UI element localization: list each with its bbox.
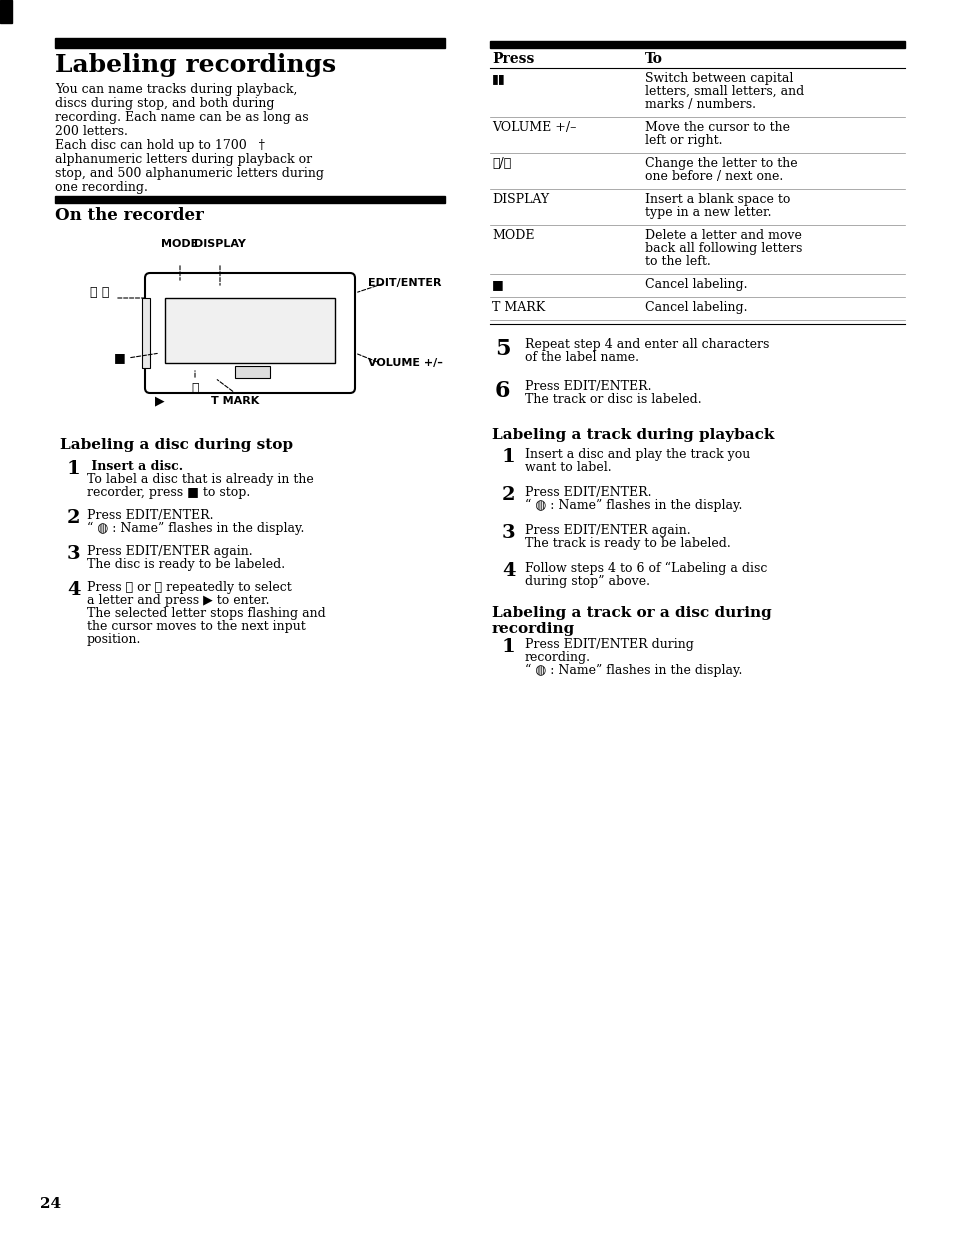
Text: ■: ■ — [114, 351, 126, 365]
Text: Press EDIT/ENTER again.: Press EDIT/ENTER again. — [524, 524, 690, 538]
Text: You can name tracks during playback,: You can name tracks during playback, — [55, 83, 297, 96]
Text: to the left.: to the left. — [644, 255, 710, 268]
Text: 6: 6 — [495, 380, 510, 402]
Text: one before / next one.: one before / next one. — [644, 170, 782, 182]
Text: letters, small letters, and: letters, small letters, and — [644, 85, 803, 97]
Text: 2: 2 — [501, 486, 515, 504]
Text: Labeling a disc during stop: Labeling a disc during stop — [60, 438, 293, 453]
Text: back all following letters: back all following letters — [644, 242, 801, 255]
Text: 2: 2 — [67, 509, 80, 526]
Text: VOLUME +/–: VOLUME +/– — [367, 358, 442, 367]
Text: stop, and 500 alphanumeric letters during: stop, and 500 alphanumeric letters durin… — [55, 166, 324, 180]
Text: Repeat step 4 and enter all characters: Repeat step 4 and enter all characters — [524, 338, 768, 351]
Text: ⏸: ⏸ — [191, 381, 198, 395]
Text: The disc is ready to be labeled.: The disc is ready to be labeled. — [87, 559, 285, 571]
Text: Press EDIT/ENTER.: Press EDIT/ENTER. — [524, 486, 651, 499]
Text: during stop” above.: during stop” above. — [524, 575, 649, 588]
Text: ▮▮: ▮▮ — [492, 72, 505, 85]
Text: EDIT/ENTER: EDIT/ENTER — [368, 277, 441, 289]
Text: Each disc can hold up to 1700   †: Each disc can hold up to 1700 † — [55, 139, 265, 152]
Text: MODE: MODE — [492, 229, 534, 242]
Text: MODE: MODE — [161, 239, 198, 249]
Text: Follow steps 4 to 6 of “Labeling a disc: Follow steps 4 to 6 of “Labeling a disc — [524, 562, 766, 576]
Text: DISPLAY: DISPLAY — [193, 239, 246, 249]
Bar — [0, 0, 12, 23]
Text: Delete a letter and move: Delete a letter and move — [644, 229, 801, 242]
Text: Insert a blank space to: Insert a blank space to — [644, 194, 789, 206]
Text: marks / numbers.: marks / numbers. — [644, 97, 755, 111]
Text: Switch between capital: Switch between capital — [644, 72, 793, 85]
Text: Press EDIT/ENTER.: Press EDIT/ENTER. — [87, 509, 213, 522]
Text: Press EDIT/ENTER.: Press EDIT/ENTER. — [524, 380, 651, 393]
Text: Cancel labeling.: Cancel labeling. — [644, 301, 747, 314]
Text: “ ◍ : Name” flashes in the display.: “ ◍ : Name” flashes in the display. — [524, 665, 741, 677]
Text: a letter and press ▶ to enter.: a letter and press ▶ to enter. — [87, 594, 269, 607]
Text: T MARK: T MARK — [211, 396, 259, 406]
Text: position.: position. — [87, 633, 141, 646]
Text: ⏮ ⏭: ⏮ ⏭ — [91, 286, 110, 300]
Text: want to label.: want to label. — [524, 461, 611, 473]
Text: ⏮/⏭: ⏮/⏭ — [492, 157, 511, 170]
Bar — [490, 41, 904, 48]
Bar — [234, 366, 270, 379]
Text: alphanumeric letters during playback or: alphanumeric letters during playback or — [55, 153, 312, 166]
Text: Insert a disc.: Insert a disc. — [87, 460, 183, 473]
Text: Move the cursor to the: Move the cursor to the — [644, 121, 789, 134]
Text: 3: 3 — [501, 524, 515, 543]
Text: ■: ■ — [492, 277, 503, 291]
Text: Labeling recordings: Labeling recordings — [55, 53, 335, 76]
Text: VOLUME +/–: VOLUME +/– — [492, 121, 576, 134]
Text: recording. Each name can be as long as: recording. Each name can be as long as — [55, 111, 309, 125]
Text: On the recorder: On the recorder — [55, 207, 204, 224]
Text: Press ⏮ or ⏭ repeatedly to select: Press ⏮ or ⏭ repeatedly to select — [87, 581, 292, 594]
Text: DISPLAY: DISPLAY — [492, 194, 549, 206]
Text: recording.: recording. — [524, 651, 590, 665]
Text: The selected letter stops flashing and: The selected letter stops flashing and — [87, 607, 325, 620]
Text: 4: 4 — [67, 581, 80, 599]
Text: Press EDIT/ENTER again.: Press EDIT/ENTER again. — [87, 545, 253, 559]
Text: 3: 3 — [67, 545, 81, 563]
Text: To: To — [644, 52, 662, 67]
Text: type in a new letter.: type in a new letter. — [644, 206, 771, 219]
Text: 200 letters.: 200 letters. — [55, 125, 128, 138]
Text: Cancel labeling.: Cancel labeling. — [644, 277, 747, 291]
Text: ▶: ▶ — [155, 395, 165, 407]
Bar — [165, 298, 335, 363]
Bar — [55, 196, 444, 203]
Text: left or right.: left or right. — [644, 134, 721, 147]
Text: recorder, press ■ to stop.: recorder, press ■ to stop. — [87, 486, 250, 499]
Text: 4: 4 — [501, 562, 515, 580]
Text: 24: 24 — [40, 1197, 61, 1211]
Text: “ ◍ : Name” flashes in the display.: “ ◍ : Name” flashes in the display. — [524, 499, 741, 512]
Text: The track or disc is labeled.: The track or disc is labeled. — [524, 393, 700, 406]
Text: Change the letter to the: Change the letter to the — [644, 157, 797, 170]
FancyBboxPatch shape — [145, 272, 355, 393]
Text: Insert a disc and play the track you: Insert a disc and play the track you — [524, 448, 749, 461]
Text: T MARK: T MARK — [492, 301, 545, 314]
Text: The track is ready to be labeled.: The track is ready to be labeled. — [524, 538, 730, 550]
Text: one recording.: one recording. — [55, 181, 148, 194]
Text: the cursor moves to the next input: the cursor moves to the next input — [87, 620, 305, 633]
Text: To label a disc that is already in the: To label a disc that is already in the — [87, 473, 314, 486]
Text: 1: 1 — [501, 637, 516, 656]
Text: Press: Press — [492, 52, 534, 67]
Text: “ ◍ : Name” flashes in the display.: “ ◍ : Name” flashes in the display. — [87, 522, 304, 535]
Text: 5: 5 — [495, 338, 510, 360]
Bar — [142, 298, 150, 367]
Text: of the label name.: of the label name. — [524, 351, 639, 364]
Text: Labeling a track or a disc during
recording: Labeling a track or a disc during record… — [492, 605, 771, 636]
Text: discs during stop, and both during: discs during stop, and both during — [55, 97, 274, 110]
Text: Labeling a track during playback: Labeling a track during playback — [492, 428, 774, 441]
Text: 1: 1 — [501, 448, 516, 466]
Text: 1: 1 — [67, 460, 81, 478]
Bar — [55, 38, 444, 48]
Text: Press EDIT/ENTER during: Press EDIT/ENTER during — [524, 637, 693, 651]
